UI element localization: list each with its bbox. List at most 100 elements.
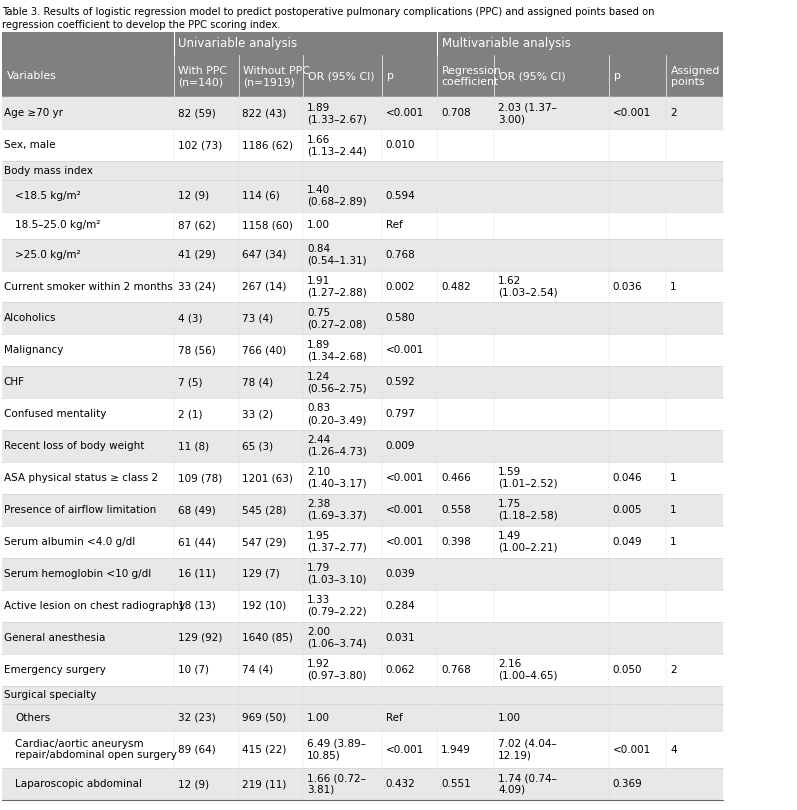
Text: 0.284: 0.284 [386, 601, 415, 611]
FancyBboxPatch shape [2, 686, 724, 704]
Text: 1186 (62): 1186 (62) [242, 140, 293, 151]
Text: Table 3. Results of logistic regression model to predict postoperative pulmonary: Table 3. Results of logistic regression … [2, 7, 654, 30]
Text: 0.039: 0.039 [386, 569, 415, 579]
Text: 78 (56): 78 (56) [178, 345, 215, 356]
Text: Recent loss of body weight: Recent loss of body weight [4, 441, 144, 451]
Text: 0.398: 0.398 [441, 537, 471, 547]
FancyBboxPatch shape [2, 130, 724, 161]
Text: 547 (29): 547 (29) [242, 537, 287, 547]
FancyBboxPatch shape [174, 32, 437, 55]
Text: 0.708: 0.708 [441, 109, 470, 118]
Text: 6.49 (3.89–
10.85): 6.49 (3.89– 10.85) [308, 739, 367, 761]
Text: 1.62
(1.03–2.54): 1.62 (1.03–2.54) [498, 275, 558, 297]
Text: 0.558: 0.558 [441, 505, 471, 515]
Text: 1.74 (0.74–
4.09): 1.74 (0.74– 4.09) [498, 774, 557, 795]
Text: 87 (62): 87 (62) [178, 220, 215, 230]
FancyBboxPatch shape [2, 558, 724, 590]
Text: 0.797: 0.797 [386, 409, 415, 420]
Text: 545 (28): 545 (28) [242, 505, 287, 515]
Text: 73 (4): 73 (4) [242, 313, 273, 323]
Text: >25.0 kg/m²: >25.0 kg/m² [15, 249, 80, 259]
Text: 0.036: 0.036 [613, 282, 642, 292]
Text: Malignancy: Malignancy [4, 345, 63, 356]
Text: 1.24
(0.56–2.75): 1.24 (0.56–2.75) [308, 372, 367, 393]
Text: 1.79
(1.03–3.10): 1.79 (1.03–3.10) [308, 563, 367, 585]
Text: 1: 1 [670, 473, 677, 483]
Text: Regression
coefficient: Regression coefficient [442, 66, 501, 87]
Text: Surgical specialty: Surgical specialty [4, 690, 96, 700]
Text: 109 (78): 109 (78) [178, 473, 222, 483]
Text: 0.031: 0.031 [386, 633, 415, 643]
Text: <0.001: <0.001 [613, 744, 651, 755]
FancyBboxPatch shape [304, 55, 382, 97]
Text: Body mass index: Body mass index [4, 165, 92, 176]
Text: Age ≥70 yr: Age ≥70 yr [4, 109, 63, 118]
Text: 0.002: 0.002 [386, 282, 415, 292]
Text: <0.001: <0.001 [613, 109, 651, 118]
Text: 0.062: 0.062 [386, 665, 415, 675]
Text: ASA physical status ≥ class 2: ASA physical status ≥ class 2 [4, 473, 158, 483]
Text: 0.050: 0.050 [613, 665, 642, 675]
Text: Without PPC
(n=1919): Without PPC (n=1919) [243, 66, 310, 87]
Text: 32 (23): 32 (23) [178, 713, 215, 723]
Text: 7 (5): 7 (5) [178, 377, 202, 387]
Text: 4: 4 [670, 744, 677, 755]
Text: 2.00
(1.06–3.74): 2.00 (1.06–3.74) [308, 627, 367, 649]
Text: 1.66
(1.13–2.44): 1.66 (1.13–2.44) [308, 134, 367, 156]
Text: 61 (44): 61 (44) [178, 537, 215, 547]
Text: Ref: Ref [386, 713, 402, 723]
Text: 2.16
(1.00–4.65): 2.16 (1.00–4.65) [498, 659, 558, 680]
Text: 647 (34): 647 (34) [242, 249, 287, 259]
FancyBboxPatch shape [2, 654, 724, 686]
Text: Current smoker within 2 months: Current smoker within 2 months [4, 282, 173, 292]
Text: 0.369: 0.369 [613, 779, 642, 789]
Text: 1.949: 1.949 [441, 744, 471, 755]
Text: 0.594: 0.594 [386, 191, 415, 201]
Text: 1.95
(1.37–2.77): 1.95 (1.37–2.77) [308, 531, 367, 552]
Text: 415 (22): 415 (22) [242, 744, 287, 755]
Text: 2 (1): 2 (1) [178, 409, 202, 420]
Text: 33 (24): 33 (24) [178, 282, 215, 292]
FancyBboxPatch shape [494, 55, 609, 97]
FancyBboxPatch shape [2, 731, 724, 768]
Text: 0.551: 0.551 [441, 779, 471, 789]
FancyBboxPatch shape [174, 55, 238, 97]
Text: 0.83
(0.20–3.49): 0.83 (0.20–3.49) [308, 403, 367, 425]
Text: 2: 2 [670, 109, 677, 118]
Text: 102 (73): 102 (73) [178, 140, 222, 151]
FancyBboxPatch shape [2, 704, 724, 731]
FancyBboxPatch shape [2, 590, 724, 622]
FancyBboxPatch shape [2, 211, 724, 239]
Text: 0.580: 0.580 [386, 313, 415, 323]
Text: 0.75
(0.27–2.08): 0.75 (0.27–2.08) [308, 308, 367, 329]
Text: 1.00: 1.00 [498, 713, 521, 723]
Text: Multivariable analysis: Multivariable analysis [442, 37, 571, 50]
Text: 0.432: 0.432 [386, 779, 415, 789]
Text: 78 (4): 78 (4) [242, 377, 273, 387]
Text: Confused mentality: Confused mentality [4, 409, 106, 420]
Text: <18.5 kg/m²: <18.5 kg/m² [15, 191, 81, 201]
Text: 1.59
(1.01–2.52): 1.59 (1.01–2.52) [498, 467, 558, 489]
Text: 1640 (85): 1640 (85) [242, 633, 293, 643]
Text: 1158 (60): 1158 (60) [242, 220, 293, 230]
Text: Presence of airflow limitation: Presence of airflow limitation [4, 505, 156, 515]
Text: 1.66 (0.72–
3.81): 1.66 (0.72– 3.81) [308, 774, 366, 795]
Text: 114 (6): 114 (6) [242, 191, 281, 201]
Text: 1.00: 1.00 [308, 713, 330, 723]
FancyBboxPatch shape [2, 526, 724, 558]
Text: Others: Others [15, 713, 50, 723]
Text: 0.768: 0.768 [441, 665, 471, 675]
FancyBboxPatch shape [437, 32, 724, 55]
Text: 1.00: 1.00 [308, 220, 330, 230]
Text: 41 (29): 41 (29) [178, 249, 215, 259]
Text: 0.005: 0.005 [613, 505, 642, 515]
Text: General anesthesia: General anesthesia [4, 633, 105, 643]
FancyBboxPatch shape [238, 55, 304, 97]
Text: 129 (7): 129 (7) [242, 569, 281, 579]
Text: 10 (7): 10 (7) [178, 665, 209, 675]
Text: 0.592: 0.592 [386, 377, 415, 387]
Text: 18.5–25.0 kg/m²: 18.5–25.0 kg/m² [15, 220, 100, 230]
FancyBboxPatch shape [2, 239, 724, 271]
Text: Cardiac/aortic aneurysm
repair/abdominal open surgery: Cardiac/aortic aneurysm repair/abdominal… [15, 739, 177, 761]
Text: Variables: Variables [6, 71, 57, 82]
